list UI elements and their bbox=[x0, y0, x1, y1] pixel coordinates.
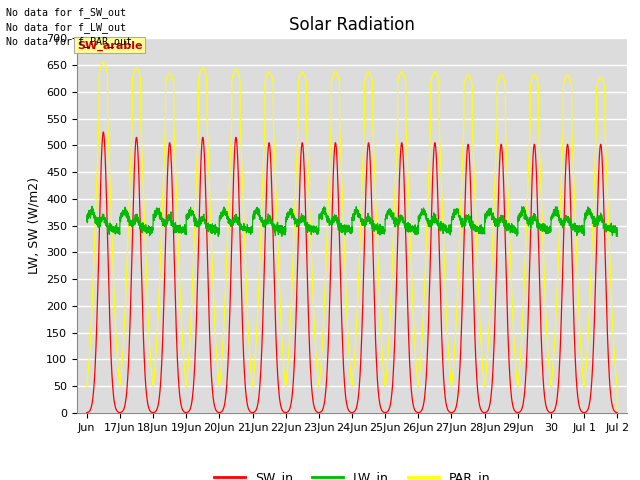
Title: Solar Radiation: Solar Radiation bbox=[289, 16, 415, 34]
Text: No data for f_PAR_out: No data for f_PAR_out bbox=[6, 36, 132, 47]
Text: SW_arable: SW_arable bbox=[77, 40, 142, 50]
Legend: SW_in, LW_in, PAR_in: SW_in, LW_in, PAR_in bbox=[209, 466, 495, 480]
Text: No data for f_SW_out: No data for f_SW_out bbox=[6, 7, 127, 18]
Text: No data for f_LW_out: No data for f_LW_out bbox=[6, 22, 127, 33]
Y-axis label: LW, SW (W/m2): LW, SW (W/m2) bbox=[28, 177, 40, 274]
